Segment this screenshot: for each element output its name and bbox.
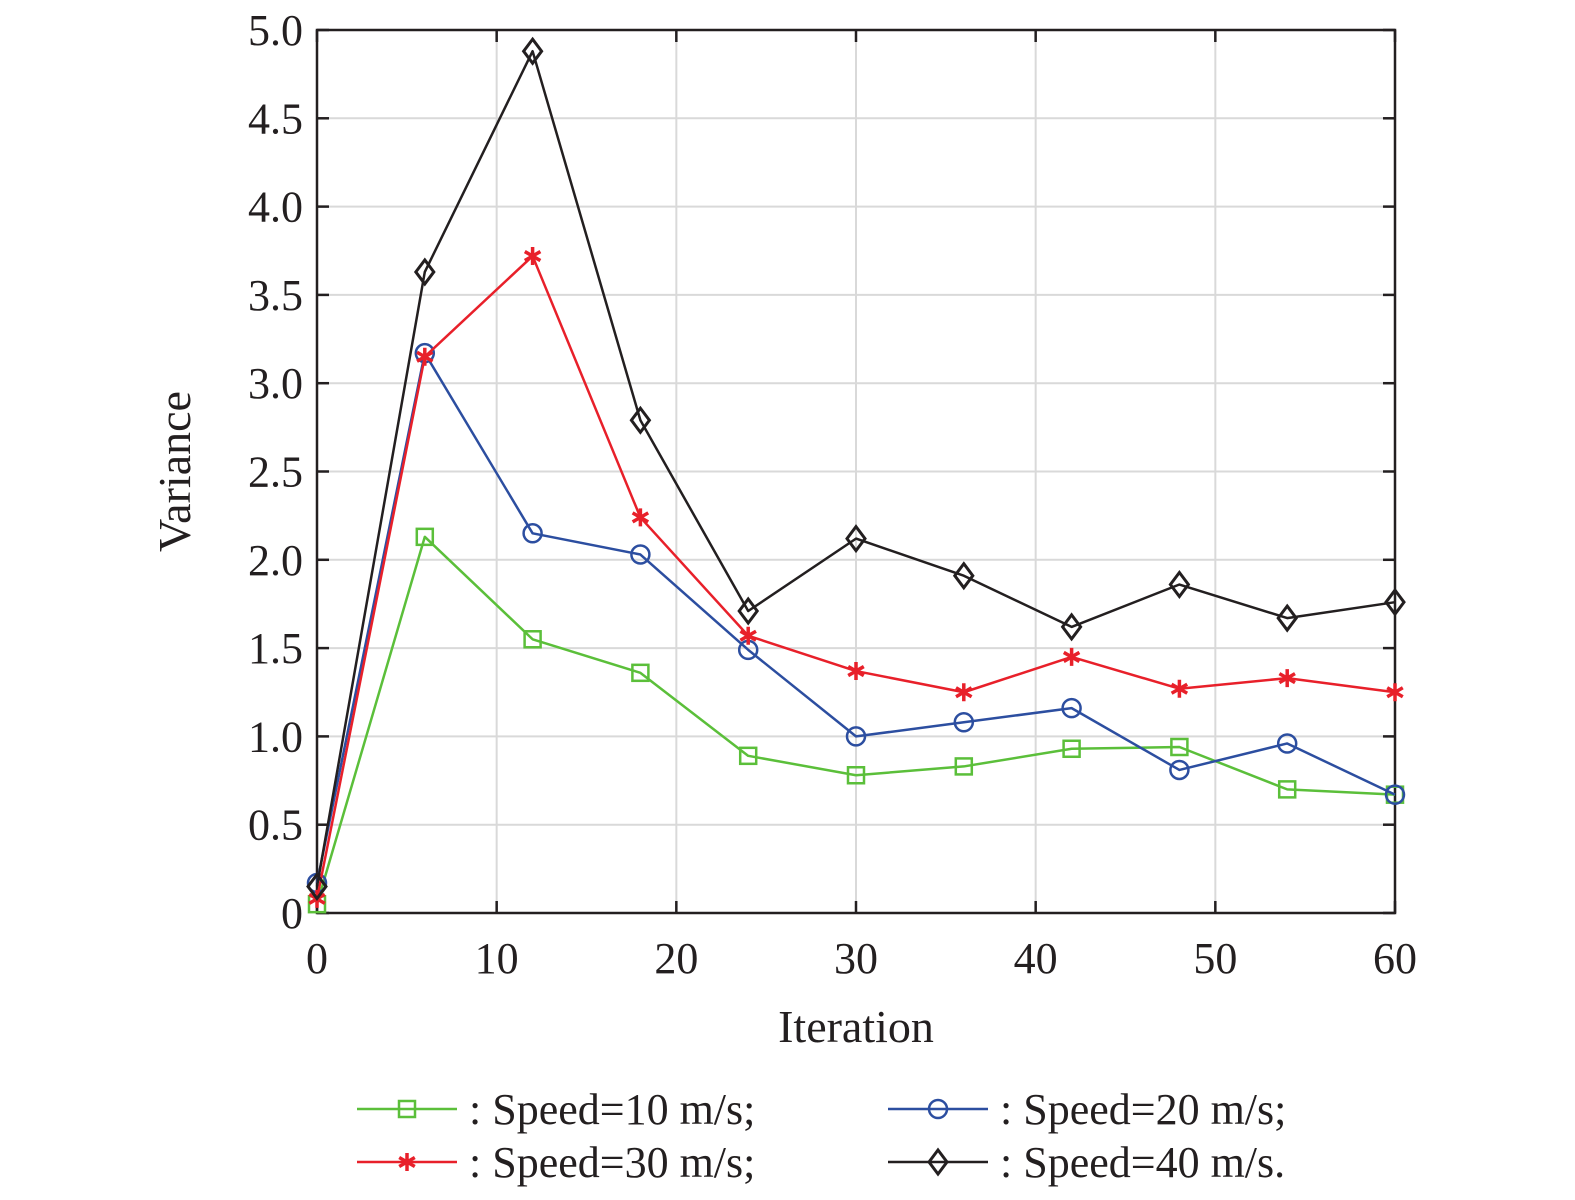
- y-tick-label: 3.0: [248, 359, 303, 408]
- x-tick-label: 20: [654, 934, 698, 983]
- asterisk-marker: [416, 347, 434, 366]
- grid-lines: [317, 30, 1395, 913]
- circle-marker: [953, 712, 975, 733]
- square-marker: [1277, 780, 1297, 799]
- y-tick-label: 0.5: [248, 801, 303, 850]
- diamond-marker: [737, 596, 760, 626]
- y-axis-title: Variance: [149, 391, 200, 552]
- asterisk-marker: [1170, 679, 1189, 698]
- legend-entry: : Speed=30 m/s;: [357, 1138, 755, 1187]
- square-marker: [397, 1099, 417, 1119]
- asterisk-marker: [523, 247, 542, 266]
- circle-marker: [522, 523, 543, 544]
- asterisk-marker: [1062, 647, 1081, 666]
- y-tick-label: 5.0: [248, 6, 303, 55]
- square-marker: [846, 766, 866, 785]
- diamond-marker: [1060, 612, 1083, 642]
- diamond-marker: [629, 405, 652, 435]
- legend-entry: : Speed=20 m/s;: [888, 1085, 1286, 1134]
- asterisk-marker: [631, 508, 650, 527]
- circle-marker: [1276, 733, 1298, 754]
- circle-marker: [630, 544, 651, 565]
- diamond-marker: [413, 257, 436, 287]
- y-tick-label: 3.5: [248, 271, 303, 320]
- legend-entry: : Speed=10 m/s;: [357, 1085, 755, 1134]
- legend-label: : Speed=10 m/s;: [469, 1085, 755, 1134]
- diamond-marker: [521, 36, 544, 66]
- series-lines: [306, 36, 1406, 914]
- square-marker: [631, 663, 650, 683]
- diamond-marker: [1384, 587, 1406, 617]
- y-tick-label: 1.5: [248, 624, 303, 673]
- series-speed-40-m-s: [306, 36, 1406, 902]
- series-line: [315, 351, 1396, 884]
- square-marker: [1170, 737, 1189, 757]
- diamond-marker: [1276, 603, 1299, 633]
- square-marker: [738, 746, 758, 766]
- y-tick-label: 0: [281, 889, 303, 938]
- asterisk-marker: [398, 1153, 416, 1171]
- diamond-marker: [845, 524, 867, 554]
- asterisk-marker: [1386, 683, 1404, 702]
- diamond-marker: [952, 561, 975, 591]
- circle-marker: [1169, 759, 1190, 781]
- x-axis-title: Iteration: [778, 1001, 934, 1052]
- square-marker: [523, 630, 542, 649]
- x-tick-label: 0: [306, 934, 328, 983]
- diamond-marker: [927, 1147, 949, 1177]
- asterisk-marker: [739, 626, 757, 645]
- y-tick-label: 4.0: [248, 183, 303, 232]
- asterisk-marker: [847, 662, 865, 681]
- diamond-marker: [306, 872, 328, 902]
- y-tick-label: 2.0: [248, 536, 303, 585]
- legend-label: : Speed=40 m/s.: [1000, 1138, 1285, 1187]
- asterisk-marker: [1278, 669, 1296, 688]
- x-tick-label: 40: [1014, 934, 1058, 983]
- legend-label: : Speed=30 m/s;: [469, 1138, 755, 1187]
- square-marker: [415, 527, 435, 547]
- circle-marker: [1384, 784, 1406, 805]
- x-tick-label: 50: [1193, 934, 1237, 983]
- y-tick-label: 1.0: [248, 712, 303, 761]
- axes: 0 10 20 30 40 50 60 0 0.5 1.0 1.5 2.0 2.5 3.0 3.5 4.0 4.…: [248, 6, 1417, 983]
- square-marker: [954, 757, 974, 776]
- y-tick-label: 2.5: [248, 448, 303, 497]
- legend: : Speed=10 m/s; : Speed=20 m/s; : Speed=30…: [357, 1085, 1286, 1187]
- asterisk-marker: [955, 683, 973, 702]
- x-tick-label: 60: [1373, 934, 1417, 983]
- circle-marker: [927, 1098, 949, 1120]
- square-marker: [1062, 739, 1081, 759]
- diamond-marker: [1168, 570, 1191, 600]
- series-line: [315, 49, 1396, 887]
- circle-marker: [845, 726, 867, 747]
- x-tick-label: 30: [834, 934, 878, 983]
- x-tick-label: 10: [475, 934, 519, 983]
- circle-marker: [1061, 697, 1082, 719]
- y-tick-label: 4.5: [248, 94, 303, 143]
- series-speed-20-m-s: [306, 342, 1406, 894]
- legend-label: : Speed=20 m/s;: [1000, 1085, 1286, 1134]
- legend-entry: : Speed=40 m/s.: [888, 1138, 1285, 1187]
